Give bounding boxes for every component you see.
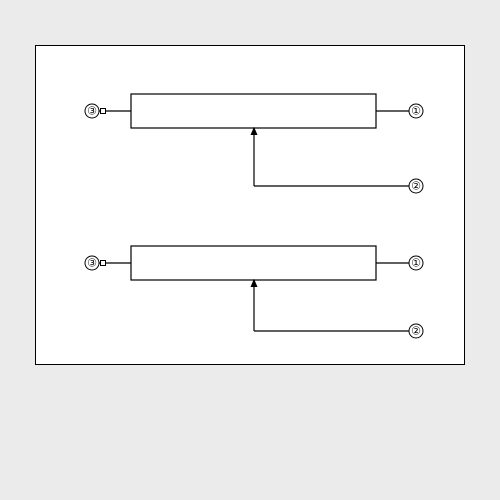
- node-n3-top: ③: [85, 104, 99, 118]
- page-background: ① ② ③ ① ② ③: [0, 0, 500, 500]
- block-rect: [131, 246, 376, 280]
- port-dot: [101, 261, 106, 266]
- node-n1-top: ①: [409, 104, 423, 118]
- node-label: ③: [87, 106, 97, 118]
- node-label: ①: [411, 258, 421, 270]
- port-dot: [101, 109, 106, 114]
- node-label: ②: [411, 326, 421, 338]
- block-rect: [131, 94, 376, 128]
- node-label: ①: [411, 106, 421, 118]
- node-n1-bot: ①: [409, 256, 423, 270]
- node-label: ②: [411, 181, 421, 193]
- node-n2-top: ②: [409, 179, 423, 193]
- node-label: ③: [87, 258, 97, 270]
- node-n3-bot: ③: [85, 256, 99, 270]
- diagram-canvas: ① ② ③ ① ② ③: [36, 46, 464, 364]
- node-n2-bot: ②: [409, 324, 423, 338]
- diagram-panel: ① ② ③ ① ② ③: [35, 45, 465, 365]
